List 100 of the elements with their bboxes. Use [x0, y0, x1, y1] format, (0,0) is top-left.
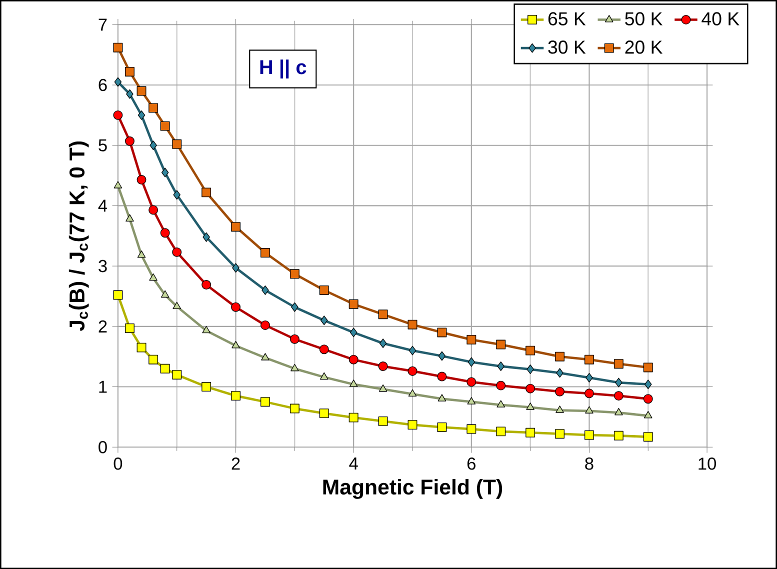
point: [644, 380, 652, 390]
point: [260, 248, 270, 258]
point: [378, 310, 388, 320]
point: [136, 174, 146, 184]
y-tick-label: 3: [98, 260, 107, 272]
point: [378, 416, 388, 426]
point: [556, 406, 564, 413]
point: [614, 391, 624, 401]
point: [408, 320, 418, 330]
point: [378, 384, 388, 392]
point: [173, 190, 180, 200]
point: [437, 328, 447, 338]
point: [320, 372, 328, 380]
y-tick-label: 4: [98, 200, 108, 212]
point: [113, 290, 123, 300]
point: [526, 384, 536, 394]
point: [556, 368, 564, 378]
point: [136, 86, 146, 96]
point: [320, 316, 328, 326]
legend-label: 50 K: [625, 12, 663, 26]
point: [232, 340, 240, 348]
point: [526, 364, 534, 374]
point: [350, 328, 358, 338]
point: [290, 364, 299, 372]
point: [408, 389, 417, 397]
point: [148, 205, 158, 215]
point: [160, 290, 170, 298]
point: [379, 338, 387, 348]
y-tick-label: 0: [98, 440, 107, 454]
point: [526, 402, 534, 410]
point: [319, 344, 329, 354]
point: [348, 354, 358, 364]
point: [615, 378, 622, 388]
point: [202, 280, 212, 290]
point: [261, 353, 270, 360]
point: [202, 188, 212, 198]
point: [113, 110, 123, 120]
point: [349, 380, 358, 387]
legend-label: 20 K: [625, 40, 663, 54]
point: [378, 361, 388, 371]
point: [584, 430, 594, 440]
point: [172, 247, 182, 257]
point: [231, 302, 240, 312]
point: [496, 426, 506, 436]
y-tick-label: 2: [98, 320, 107, 332]
point: [468, 357, 476, 367]
point: [643, 432, 653, 442]
legend-label: 30 K: [548, 40, 586, 54]
point: [126, 89, 134, 99]
point: [262, 285, 269, 295]
y-tick-label: 6: [98, 78, 107, 92]
point: [437, 422, 447, 432]
point: [555, 386, 564, 396]
point: [172, 370, 182, 380]
point: [614, 408, 623, 416]
point: [114, 77, 122, 87]
point: [408, 346, 416, 356]
point: [231, 222, 240, 232]
point: [496, 400, 505, 408]
x-tick-label: 10: [698, 457, 716, 470]
point: [113, 42, 123, 52]
point: [290, 269, 300, 279]
point: [555, 352, 564, 362]
point: [643, 394, 653, 404]
point: [437, 372, 447, 382]
point: [319, 408, 329, 418]
point: [125, 323, 134, 333]
point: [614, 430, 624, 440]
point: [438, 351, 446, 361]
x-tick-label: 6: [467, 457, 476, 470]
point: [555, 429, 564, 439]
point: [172, 302, 182, 310]
point: [496, 380, 506, 390]
point: [467, 397, 476, 404]
point: [172, 139, 182, 149]
point: [584, 354, 594, 364]
y-axis-title: J$_{c}$(B) / J$_{c}$(77 K, 0 T): [68, 141, 89, 332]
point: [125, 136, 134, 146]
y-tick-label: 5: [98, 139, 107, 152]
y-tick-label: 7: [98, 18, 107, 31]
point: [644, 410, 652, 418]
point: [290, 404, 300, 414]
point: [149, 273, 158, 281]
point: [160, 364, 170, 374]
point: [161, 168, 169, 178]
point: [260, 320, 270, 330]
point: [643, 362, 653, 372]
point: [526, 346, 536, 356]
legend-label: 65 K: [548, 12, 586, 26]
x-axis-title: Magnetic Field (T): [323, 478, 502, 499]
point: [232, 263, 240, 273]
point: [348, 412, 358, 422]
point: [136, 342, 146, 352]
point: [584, 388, 594, 398]
x-tick-label: 4: [349, 458, 358, 470]
point: [138, 110, 146, 120]
x-tick-label: 0: [114, 457, 122, 470]
y-tick-label: 1: [99, 380, 107, 393]
point: [150, 140, 157, 150]
point: [319, 285, 329, 295]
